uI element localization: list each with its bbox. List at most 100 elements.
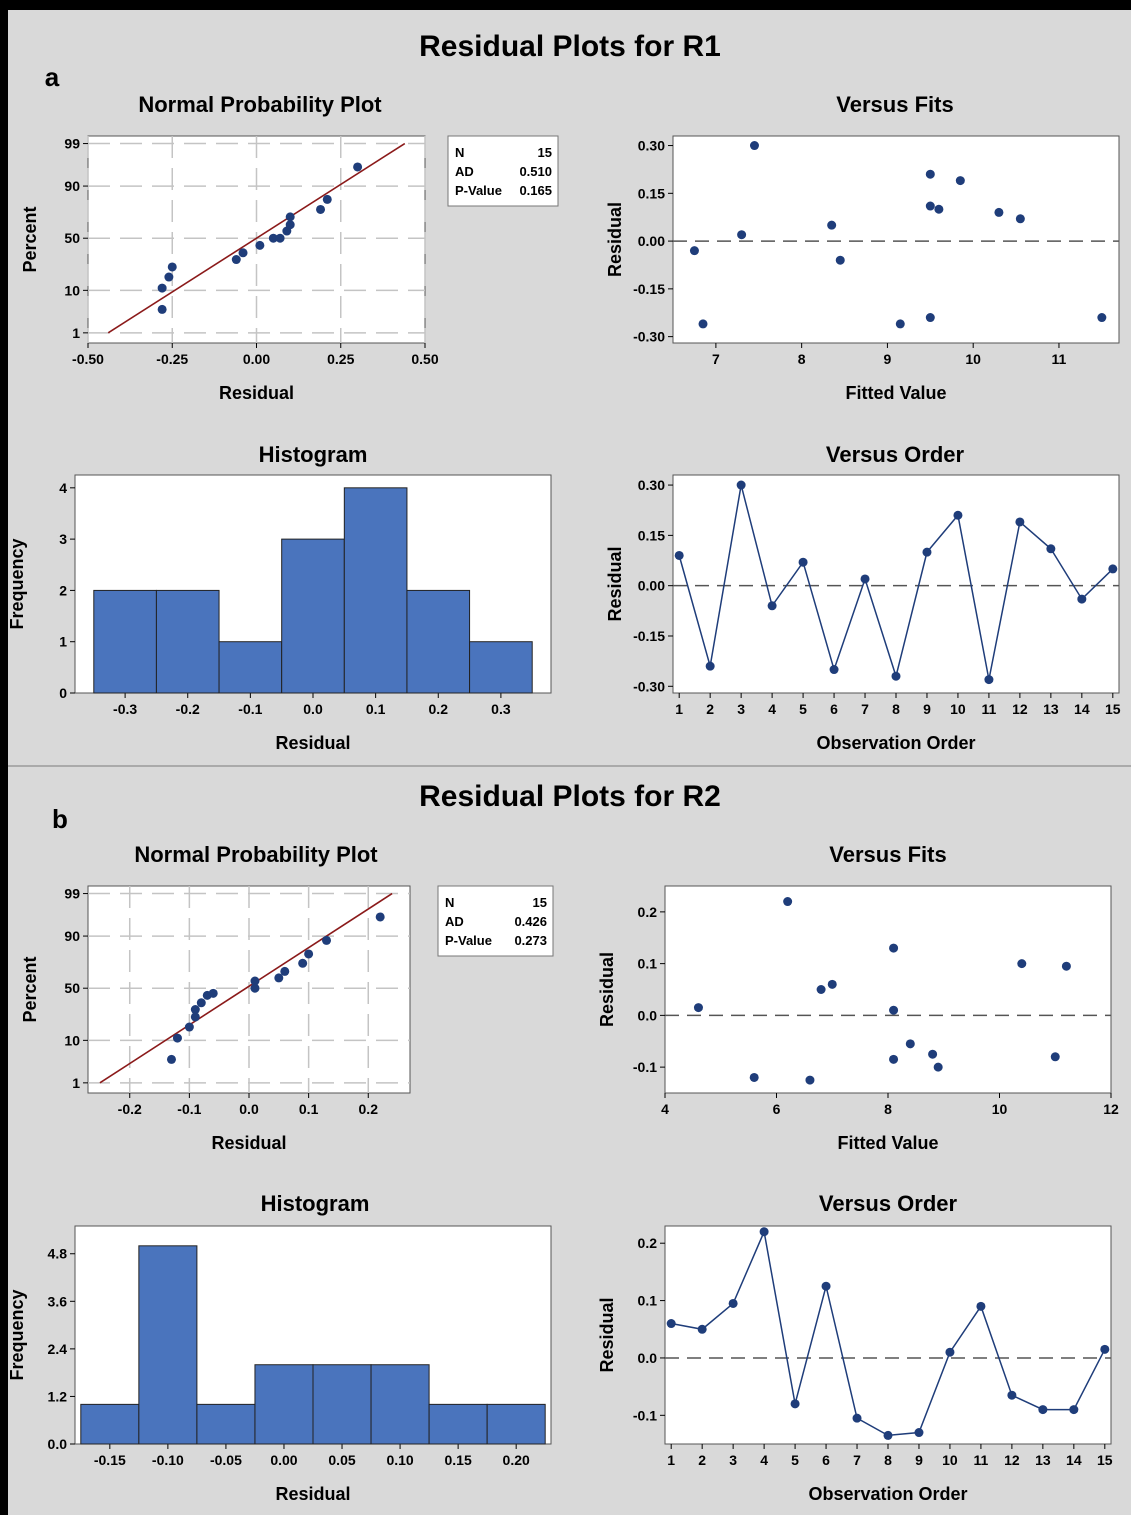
y-tick-label: 0.1 xyxy=(638,956,658,972)
y-tick-label: 99 xyxy=(64,136,80,152)
x-tick-label: 0.1 xyxy=(366,701,386,717)
data-point xyxy=(905,1039,915,1049)
data-point xyxy=(1038,1405,1048,1415)
x-tick-label: 3 xyxy=(729,1452,737,1468)
data-point xyxy=(167,262,177,272)
data-point xyxy=(250,983,260,993)
y-tick-label: 0.1 xyxy=(638,1293,658,1309)
data-point xyxy=(728,1298,738,1308)
x-tick-label: 0.3 xyxy=(491,701,511,717)
x-tick-label: 5 xyxy=(791,1452,799,1468)
y-tick-label: 90 xyxy=(64,178,80,194)
x-tick-label: -0.2 xyxy=(118,1101,142,1117)
chart-2: Versus Fits Fitted Value Residual 0.30 0.15 0… xyxy=(605,92,1120,403)
x-tick-label: 0.00 xyxy=(270,1452,297,1468)
data-point xyxy=(322,194,332,204)
data-point xyxy=(255,240,265,250)
x-tick-label: 13 xyxy=(1035,1452,1051,1468)
x-tick-label: 5 xyxy=(799,701,807,717)
histogram-bar xyxy=(196,1403,256,1445)
y-tick-label: -0.30 xyxy=(633,678,665,694)
data-point xyxy=(693,1003,703,1013)
x-axis-label: Residual xyxy=(275,1484,350,1504)
y-axis-label: Residual xyxy=(605,202,625,277)
panel-b-title: Residual Plots for R2 xyxy=(419,780,721,813)
data-point xyxy=(698,319,708,329)
x-tick-label: 8 xyxy=(884,1452,892,1468)
data-point xyxy=(1061,961,1071,971)
data-point xyxy=(157,283,167,293)
data-point xyxy=(322,935,332,945)
x-tick-label: -0.25 xyxy=(156,351,188,367)
fit-line xyxy=(99,892,393,1084)
data-point xyxy=(1100,1344,1110,1354)
x-tick-label: -0.50 xyxy=(72,351,104,367)
histogram-bar xyxy=(138,1245,198,1445)
data-point xyxy=(666,1319,676,1329)
data-point xyxy=(816,985,826,994)
x-tick-label: 9 xyxy=(923,701,931,717)
x-tick-label: 0.10 xyxy=(386,1452,413,1468)
y-tick-label: -0.15 xyxy=(633,628,665,644)
y-tick-label: 0.00 xyxy=(638,233,665,249)
data-point xyxy=(925,169,935,179)
y-tick-label: 0.2 xyxy=(638,904,658,920)
chart-4: Versus Order Observation Order Residual 0.3… xyxy=(605,442,1121,753)
x-tick-label: 12 xyxy=(1012,701,1028,717)
data-point xyxy=(674,550,684,560)
stat-label: N xyxy=(445,895,454,910)
chart-title: Normal Probability Plot xyxy=(138,92,382,117)
x-tick-label: -0.05 xyxy=(210,1452,242,1468)
y-tick-label: 3 xyxy=(59,531,67,547)
x-tick-label: 10 xyxy=(965,351,981,367)
stat-value: 0.273 xyxy=(514,933,547,948)
x-tick-label: 6 xyxy=(830,701,838,717)
x-tick-label: 1 xyxy=(667,1452,675,1468)
histogram-bar xyxy=(469,641,533,694)
chart-title: Versus Order xyxy=(826,442,965,467)
x-tick-label: 12 xyxy=(1004,1452,1020,1468)
data-point xyxy=(1069,1405,1079,1415)
stat-label: AD xyxy=(445,914,464,929)
x-tick-label: -0.1 xyxy=(238,701,262,717)
x-tick-label: 0.0 xyxy=(303,701,323,717)
y-tick-label: 0.30 xyxy=(638,477,665,493)
x-tick-label: 2 xyxy=(706,701,714,717)
data-point xyxy=(1046,544,1056,554)
data-point xyxy=(689,246,699,256)
x-tick-label: 2 xyxy=(698,1452,706,1468)
data-point xyxy=(190,1012,200,1022)
x-tick-label: -0.2 xyxy=(176,701,200,717)
chart-title: Histogram xyxy=(259,442,368,467)
y-axis-label: Percent xyxy=(20,206,40,272)
y-tick-label: -0.1 xyxy=(633,1407,657,1423)
data-point xyxy=(749,141,759,151)
y-tick-label: 0.0 xyxy=(638,1350,658,1366)
x-tick-label: 8 xyxy=(798,351,806,367)
data-point xyxy=(984,675,994,685)
data-point xyxy=(889,1005,899,1015)
y-tick-label: 1 xyxy=(59,634,67,650)
x-tick-label: 6 xyxy=(822,1452,830,1468)
data-point xyxy=(304,949,314,959)
stats-box-frame xyxy=(447,135,559,207)
data-point xyxy=(238,248,248,258)
stats-box-frame xyxy=(437,885,554,957)
stat-value: 15 xyxy=(533,895,547,910)
data-point xyxy=(821,1281,831,1291)
x-tick-label: 0.25 xyxy=(327,351,354,367)
data-point xyxy=(934,204,944,214)
stat-label: AD xyxy=(455,164,474,179)
histogram-bar xyxy=(312,1364,372,1445)
stat-label: P-Value xyxy=(455,183,502,198)
data-point xyxy=(736,480,746,490)
data-point xyxy=(891,671,901,681)
data-point xyxy=(285,220,295,230)
data-point xyxy=(925,313,935,323)
x-tick-label: 13 xyxy=(1043,701,1059,717)
y-tick-label: 0.15 xyxy=(638,185,665,201)
y-axis-label: Residual xyxy=(597,1297,617,1372)
y-tick-label: 0.30 xyxy=(638,138,665,154)
data-point xyxy=(883,1430,893,1440)
x-axis-label: Observation Order xyxy=(808,1484,967,1504)
